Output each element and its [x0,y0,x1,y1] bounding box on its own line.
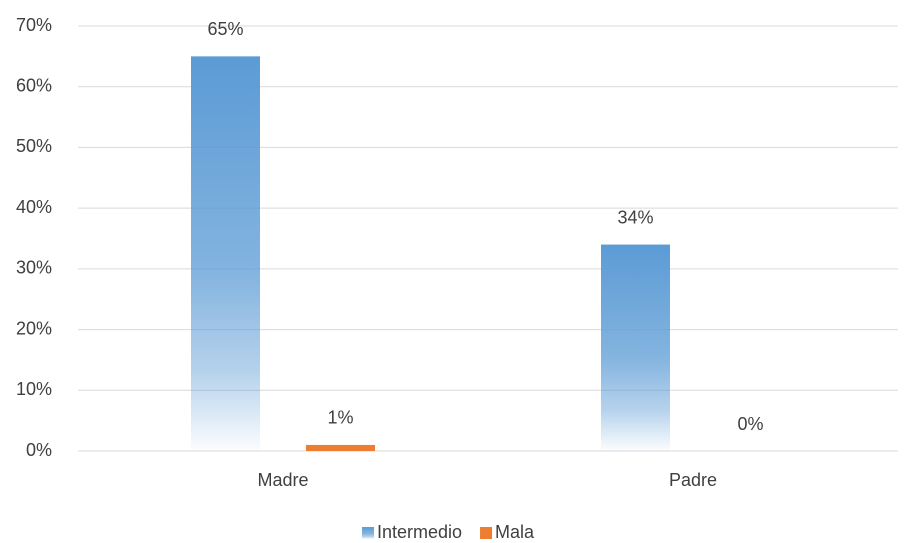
legend-swatch [362,527,374,539]
y-tick-label: 30% [16,258,52,278]
y-tick-label: 70% [16,15,52,35]
y-tick-label: 50% [16,136,52,156]
y-tick-label: 10% [16,379,52,399]
value-label: 34% [617,207,653,227]
y-tick-label: 20% [16,318,52,338]
value-label: 1% [327,408,353,428]
bar [306,444,375,451]
y-tick-label: 0% [26,440,52,460]
x-tick-label: Padre [669,470,717,490]
legend-label: Mala [495,522,535,542]
bar [601,244,670,451]
legend-swatch [480,527,493,539]
legend-label: Intermedio [377,522,462,542]
value-label: 0% [737,414,763,434]
y-tick-label: 40% [16,197,52,217]
x-tick-label: Madre [257,470,308,490]
value-label: 65% [207,19,243,39]
bar [191,56,260,451]
y-tick-label: 60% [16,75,52,95]
